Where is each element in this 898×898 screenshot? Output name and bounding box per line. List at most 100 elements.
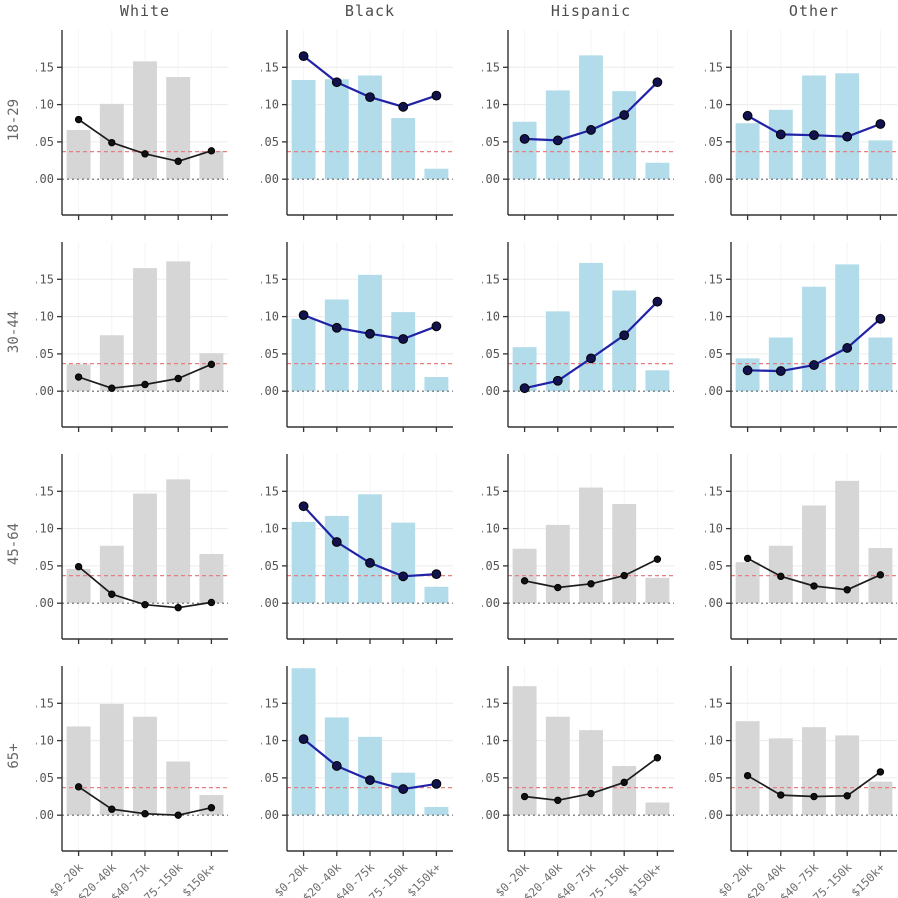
y-tick-label: 0.00 [261, 596, 279, 610]
bar [358, 494, 382, 604]
bar [66, 129, 91, 180]
data-point [743, 554, 752, 563]
y-tick-label: 0.05 [705, 771, 723, 785]
subplot-canvas: 0.00 0.05 0.10 0.15 [36, 454, 228, 644]
y-tick-label: 0.15 [261, 484, 279, 498]
bar [166, 261, 191, 392]
y-tick-label: 0.05 [261, 771, 279, 785]
y-tick-label: 0.00 [482, 172, 500, 186]
subplot-canvas: 0.000.050.100.15$0-20k$20-40k$40-75k$75-… [705, 666, 897, 898]
data-point [174, 157, 182, 165]
bar [835, 735, 860, 816]
row-label-18-29: 18-29 [6, 98, 22, 142]
bar [324, 299, 349, 392]
data-point [108, 590, 116, 598]
column-title-hispanic: Hispanic [550, 2, 632, 20]
bar [424, 586, 449, 604]
bar [66, 568, 91, 604]
y-tick-label: 0.00 [705, 808, 723, 822]
bar [768, 337, 793, 392]
subplot-canvas: 0.00 0.05 0.10 0.15 [261, 30, 453, 220]
y-tick-label: 0.00 [36, 384, 54, 398]
bar [545, 716, 570, 816]
data-point [174, 603, 182, 612]
data-point [398, 334, 409, 344]
y-tick-label: 0.05 [705, 135, 723, 149]
y-tick-label: 0.15 [482, 272, 500, 286]
y-tick-label: 0.05 [705, 559, 723, 573]
y-tick-label: 0.10 [705, 734, 723, 748]
y-tick-label: 0.00 [705, 596, 723, 610]
data-point [174, 374, 182, 383]
data-point [587, 789, 595, 798]
data-point [519, 383, 530, 394]
bar [612, 290, 637, 392]
bar [99, 704, 124, 816]
data-point [652, 77, 663, 88]
data-point [875, 313, 886, 324]
row-label-30-44: 30-44 [6, 310, 22, 354]
y-tick-label: 0.00 [261, 172, 279, 186]
data-point [554, 796, 562, 804]
data-point [398, 571, 409, 582]
data-point [653, 754, 662, 762]
data-point [74, 562, 83, 571]
y-tick-label: 0.10 [261, 310, 279, 324]
y-tick-label: 0.10 [261, 522, 279, 536]
bar [166, 479, 191, 604]
x-tick-label: $150k+ [625, 860, 664, 898]
bar [391, 522, 416, 604]
bar [324, 79, 349, 180]
subplot-other-65plus: 0.000.050.100.15$0-20k$20-40k$40-75k$75-… [705, 658, 898, 898]
subplot-canvas: 0.00 0.05 0.10 0.15 [261, 454, 453, 644]
data-point [431, 90, 442, 101]
subplot-other-45-64: 0.00 0.05 0.10 0.15 [705, 446, 898, 658]
bar [868, 140, 893, 180]
bar [324, 515, 349, 604]
bar [512, 686, 537, 816]
bar [868, 781, 893, 816]
data-point [552, 135, 563, 146]
y-tick-label: 0.05 [36, 135, 54, 149]
bar [424, 168, 449, 180]
data-point [520, 577, 529, 585]
y-tick-label: 0.05 [705, 347, 723, 361]
y-tick-label: 0.15 [482, 484, 500, 498]
y-tick-label: 0.10 [482, 522, 500, 536]
data-point [876, 768, 885, 776]
data-point [331, 322, 342, 333]
data-point [552, 375, 563, 386]
y-tick-label: 0.15 [36, 60, 54, 74]
bar [66, 726, 91, 816]
bar [835, 264, 860, 392]
y-tick-label: 0.15 [482, 60, 500, 74]
bar [802, 286, 826, 392]
data-point [653, 555, 662, 563]
bar [133, 493, 157, 604]
subplot-black-18-29: 0.00 0.05 0.10 0.15 [261, 22, 479, 234]
data-point [365, 328, 375, 339]
data-point [587, 580, 595, 588]
data-point [775, 366, 786, 376]
data-point [141, 150, 149, 158]
bar [579, 487, 603, 604]
bar [512, 347, 537, 392]
bar [735, 562, 760, 604]
y-tick-label: 0.05 [482, 135, 500, 149]
y-tick-label: 0.05 [36, 771, 54, 785]
y-tick-label: 0.15 [705, 60, 723, 74]
data-point [141, 380, 149, 389]
data-point [108, 805, 116, 813]
y-tick-label: 0.00 [36, 596, 54, 610]
data-point [875, 119, 886, 129]
data-point [207, 804, 216, 812]
y-tick-label: 0.15 [261, 696, 279, 710]
bar [768, 109, 793, 180]
bar [579, 730, 603, 816]
data-point [207, 147, 216, 155]
y-tick-label: 0.10 [36, 310, 54, 324]
data-point [365, 558, 375, 568]
bar [391, 312, 416, 392]
data-point [141, 810, 149, 818]
